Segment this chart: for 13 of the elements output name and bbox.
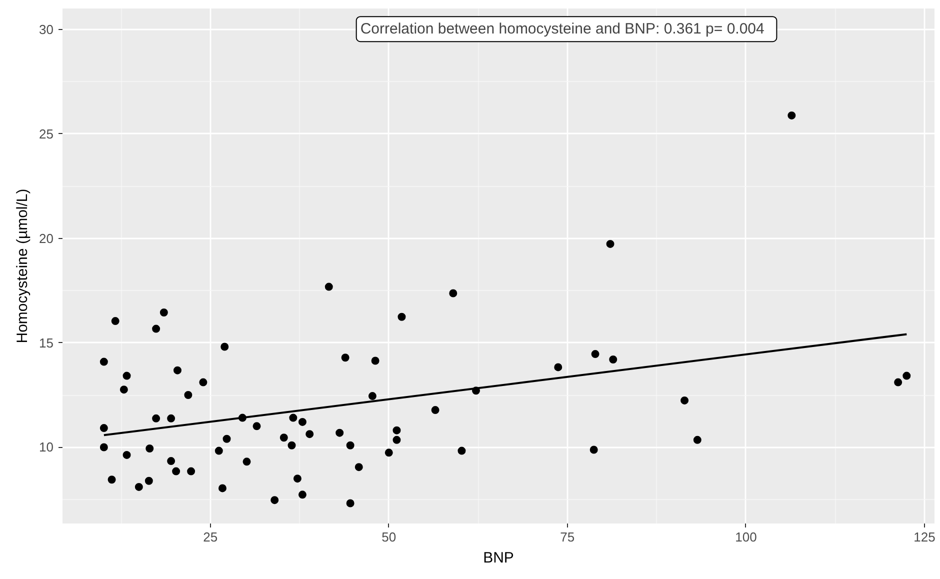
y-axis-title: Homocysteine (µmol/L) <box>14 188 32 344</box>
y-tick-label: 15 <box>39 335 54 350</box>
x-axis-title: BNP <box>483 550 514 566</box>
y-tick-label: 25 <box>39 126 54 142</box>
y-tick-label: 20 <box>39 230 54 246</box>
y-tick-label: 10 <box>39 440 54 455</box>
x-tick-label: 75 <box>560 530 575 544</box>
annotation: Correlation between homocysteine and BNP: 0.361 p= 0.004 <box>360 20 764 38</box>
x-tick-label: 25 <box>203 530 218 544</box>
x-tick-label: 125 <box>914 530 936 544</box>
y-tick-label: 30 <box>39 22 54 37</box>
x-tick-label: 50 <box>382 530 396 544</box>
x-tick-label: 100 <box>735 530 757 544</box>
